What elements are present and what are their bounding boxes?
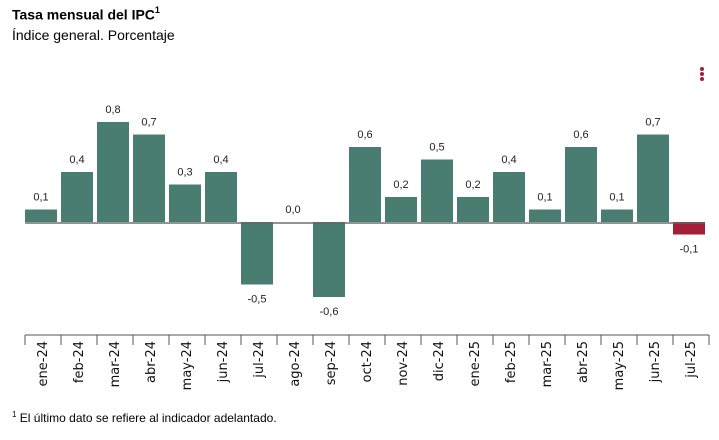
data-label: 0,7	[645, 117, 660, 129]
data-label: 0,3	[177, 167, 192, 179]
kebab-menu-icon[interactable]	[700, 67, 704, 82]
bar	[61, 172, 93, 222]
bar	[493, 172, 525, 222]
x-tick-label: abr-25	[576, 341, 591, 383]
x-tick-label: jun-25	[648, 341, 663, 383]
data-label: 0,4	[69, 154, 84, 166]
data-label: 0,1	[537, 192, 552, 204]
bar	[457, 197, 489, 222]
bar	[421, 159, 453, 222]
x-tick-label: ago-24	[288, 341, 303, 387]
bar	[97, 122, 129, 222]
data-label: -0,6	[320, 306, 339, 318]
bar	[133, 134, 165, 222]
bar	[241, 222, 273, 285]
data-label: 0,5	[429, 142, 444, 154]
x-tick-label: ene-25	[468, 341, 483, 386]
x-tick-label: ene-24	[36, 341, 51, 386]
data-label: 0,1	[609, 192, 624, 204]
data-label: 0,4	[213, 154, 228, 166]
data-label: -0,1	[680, 244, 699, 256]
x-tick-label: jun-24	[216, 341, 231, 383]
data-label: 0,2	[465, 179, 480, 191]
x-tick-label: nov-24	[396, 341, 411, 386]
data-label: 0,8	[105, 104, 120, 116]
data-label: 0,0	[285, 204, 300, 216]
data-label: 0,4	[501, 154, 516, 166]
bar	[25, 209, 57, 222]
x-tick-label: may-25	[612, 341, 627, 390]
bar	[313, 222, 345, 297]
bar	[385, 197, 417, 222]
x-tick-label: feb-25	[504, 341, 519, 383]
data-label: 0,7	[141, 117, 156, 129]
x-tick-label: mar-25	[540, 341, 555, 387]
bar-chart: 0,1 0,4 0,8 0,7 0,3 0,4 -0,5 0,0 -0,6 0,6 0,2 0,5 0,…	[24, 104, 710, 390]
x-tick-label: may-24	[180, 341, 195, 390]
data-label: 0,2	[393, 179, 408, 191]
data-label: 0,6	[357, 129, 372, 141]
x-tick-label: feb-24	[72, 341, 87, 383]
x-tick-label: abr-24	[144, 341, 159, 383]
x-tick-label: sep-24	[324, 341, 339, 385]
data-label: 0,6	[573, 129, 588, 141]
bar	[169, 184, 201, 222]
x-tick-label: dic-24	[432, 341, 447, 381]
bar	[565, 147, 597, 222]
x-tick-label: jul-25	[684, 341, 699, 379]
title-footnote-marker: 1	[154, 5, 160, 15]
data-label: 0,1	[33, 192, 48, 204]
chart-title: Tasa mensual del IPC1	[12, 5, 160, 23]
footnote: 1 El último dato se refiere al indicador…	[12, 410, 277, 425]
x-tick-label: mar-24	[108, 341, 123, 387]
footnote-text: El último dato se refiere al indicador a…	[19, 411, 277, 425]
bar	[637, 134, 669, 222]
data-label: -0,5	[248, 294, 267, 306]
x-tick-label: oct-24	[360, 341, 375, 382]
bar	[601, 209, 633, 222]
footnote-marker: 1	[12, 410, 17, 419]
bar	[349, 147, 381, 222]
chart-subtitle: Índice general. Porcentaje	[12, 27, 175, 43]
chart-title-text: Tasa mensual del IPC	[12, 6, 155, 23]
bar	[205, 172, 237, 222]
bar	[673, 222, 705, 235]
x-tick-label: jul-24	[252, 341, 267, 379]
bar	[529, 209, 561, 222]
